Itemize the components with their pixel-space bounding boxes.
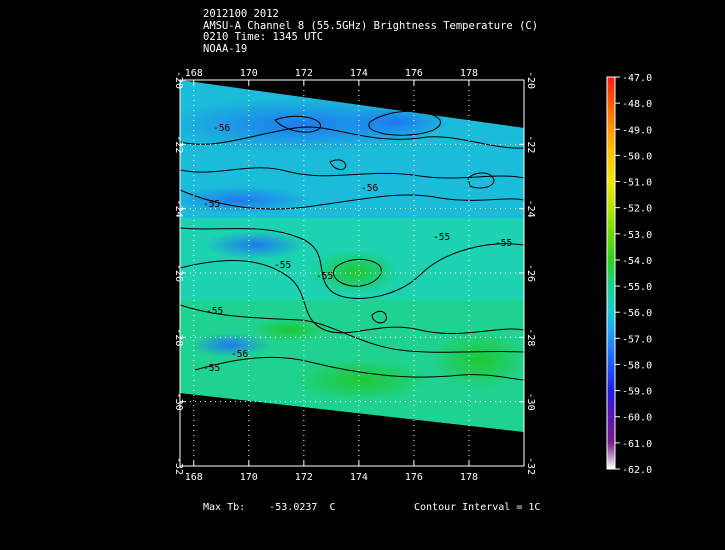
lat-tick-label-right: -20 [525,71,536,89]
colorbar-label: -53.0 [622,230,652,241]
lon-tick-label-bottom: 174 [350,472,368,483]
lon-tick-label-bottom: 178 [460,472,478,483]
colorbar-label: -54.0 [622,256,652,267]
colorbar-label: -55.0 [622,282,652,293]
brightness-temperature-field [180,80,524,432]
lat-tick-label-left: -24 [173,200,184,218]
header-time: 0210 Time: 1345 UTC [203,31,324,43]
contour-labels: -56 -56 -55 -55 -55 -55 -55 -55 -56 -55 [203,123,512,374]
max-tb-value: -53.0237 [269,502,318,513]
contour-label: -55 [274,260,291,271]
lat-tick-label-right: -30 [525,393,536,411]
lat-tick-label-left: -30 [173,393,184,411]
colorbar-label: -48.0 [622,99,652,110]
colorbar-label: -62.0 [622,465,652,476]
lat-tick-label-right: -24 [525,200,536,218]
lon-tick-label-top: 170 [240,68,258,79]
header-date: 2012100 2012 [203,8,279,20]
contour-label: -55 [316,271,333,282]
contour-lines [179,110,525,381]
colorbar-label: -60.0 [622,413,652,424]
lon-tick-label-bottom: 176 [405,472,423,483]
contour-label: -55 [433,232,450,243]
colorbar-scale [606,76,616,470]
colorbar-label: -51.0 [622,178,652,189]
max-tb-readout: Max Tb: -53.0237 C [203,502,336,513]
contour-line [179,227,525,299]
colorbar-label: -59.0 [622,387,652,398]
contour-label: -56 [231,349,248,360]
contour-line [329,159,347,170]
max-tb-label: Max Tb: [203,502,246,513]
contour-line [194,356,525,381]
header-product: AMSU-A Channel 8 (55.5GHz) Brightness Te… [203,19,539,32]
colorbar-label: -47.0 [622,73,652,84]
contour-line [179,189,525,210]
colorbar-label: -56.0 [622,308,652,319]
colorbar-label: -52.0 [622,204,652,215]
contour-label: -55 [203,199,220,210]
colorbar-label: -58.0 [622,360,652,371]
colorbar-label: -57.0 [622,334,652,345]
colorbar-label: -61.0 [622,439,652,450]
contour-label: -56 [213,123,230,134]
contour-label: -55 [203,363,220,374]
contour-line [274,115,321,133]
map-header: 2012100 2012 AMSU-A Channel 8 (55.5GHz) B… [203,8,539,55]
contour-label: -56 [361,183,378,194]
contour-line [179,304,525,353]
lat-tick-label-right: -26 [525,264,536,282]
lat-tick-label-left: -20 [173,71,184,89]
lat-tick-label-left: -28 [173,328,184,346]
lon-tick-label-top: 168 [185,68,203,79]
lat-tick-label-left: -22 [173,135,184,153]
colorbar-label: -49.0 [622,125,652,136]
lat-tick-label-right: -28 [525,328,536,346]
contour-line [179,126,525,149]
lat-tick-label-right: -22 [525,135,536,153]
lon-tick-label-bottom: 170 [240,472,258,483]
lon-tick-label-top: 174 [350,68,368,79]
lat-tick-label-left: -26 [173,264,184,282]
max-tb-unit: C [329,502,336,513]
contour-line [179,167,525,179]
lon-tick-label-top: 172 [295,68,313,79]
lon-tick-label-bottom: 168 [185,472,203,483]
contour-interval: Contour Interval = 1C [414,502,541,513]
contour-line [333,259,382,287]
contour-label: -55 [206,306,223,317]
contour-line [368,110,441,136]
contour-line [179,259,525,335]
header-satellite: NOAA-19 [203,42,248,55]
colorbar: -47.0 -48.0 -49.0 -50.0 -51.0 -52.0 -53.0 -54.0… [606,73,652,476]
lat-tick-label-right: -32 [525,457,536,475]
contour-line [371,310,387,324]
contour-label: -55 [495,238,512,249]
lon-tick-label-top: 176 [405,68,423,79]
colorbar-label: -50.0 [622,151,652,162]
lon-tick-label-bottom: 172 [295,472,313,483]
lon-tick-label-top: 178 [460,68,478,79]
contour-line [467,172,495,189]
map-axis-ticks: 168 168 170 170 172 172 174 174 176 176 178 178 -20 -… [173,68,536,483]
lat-tick-label-left: -32 [173,457,184,475]
